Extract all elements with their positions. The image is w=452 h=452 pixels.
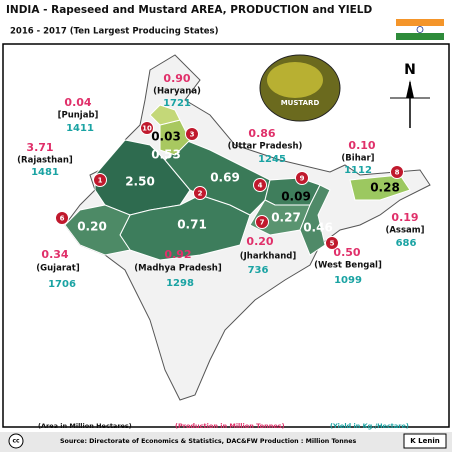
north-label: N xyxy=(404,62,416,78)
rank-label: 3 xyxy=(190,131,195,139)
state-name: [Punjab] xyxy=(58,111,99,121)
rank-badge xyxy=(390,165,404,179)
production-label: 3.71 xyxy=(26,141,53,154)
production-label: 0.50 xyxy=(333,246,360,259)
state-name: (Assam] xyxy=(385,226,424,236)
title: INDIA - Rapeseed and Mustard AREA, PRODU… xyxy=(6,4,372,16)
rank-badge xyxy=(55,211,69,225)
rank-label: 4 xyxy=(258,182,263,190)
footer-bar xyxy=(0,432,452,452)
rank-label: 9 xyxy=(300,175,305,183)
states xyxy=(64,104,411,261)
author-box xyxy=(403,433,447,449)
production-label: 0.10 xyxy=(348,139,375,152)
area-label: 2.50 xyxy=(125,175,155,189)
rank-badge xyxy=(185,127,199,141)
rank-label: 8 xyxy=(395,169,400,177)
area-label: 0.71 xyxy=(177,218,207,232)
yield-label: 1245 xyxy=(258,154,286,165)
state-name: (Madhya Pradesh] xyxy=(134,264,222,274)
license: cc xyxy=(12,438,20,445)
production-label: 0.04 xyxy=(64,96,91,109)
state-name: (Haryana) xyxy=(153,87,201,97)
state-name: (Gujarat] xyxy=(36,264,80,274)
yield-label: 736 xyxy=(248,265,269,276)
production-label: 0.19 xyxy=(391,211,418,224)
rank-badge xyxy=(255,215,269,229)
area-label: 0.27 xyxy=(271,211,301,225)
legend-yield: (Yield in Kg./Hectare) xyxy=(330,422,409,430)
rank-badge xyxy=(253,178,267,192)
area-label: 0.46 xyxy=(303,221,333,235)
production-label: 0.86 xyxy=(248,127,275,140)
compass xyxy=(390,80,430,128)
state-name: (Jharkhand] xyxy=(240,252,297,262)
state-name: (Rajasthan] xyxy=(17,156,73,166)
area-label: 0.69 xyxy=(210,171,240,185)
map-frame xyxy=(2,43,450,428)
rank-label: 2 xyxy=(198,190,203,198)
rank-label: 7 xyxy=(260,219,265,227)
subtitle: 2016 - 2017 (Ten Largest Producing State… xyxy=(10,27,219,37)
license-icon xyxy=(8,433,24,449)
mustard-flowers xyxy=(267,62,323,98)
yield-label: 1481 xyxy=(31,167,59,178)
rank-label: 10 xyxy=(142,125,152,133)
production-label: 0.90 xyxy=(163,72,190,85)
rank-badge xyxy=(140,121,154,135)
yield-label: 1112 xyxy=(344,165,372,176)
legend-production: (Production in Million Tonnes) xyxy=(175,422,285,430)
production-label: 0.92 xyxy=(164,248,191,261)
source: Source: Directorate of Economics & Stati… xyxy=(60,438,356,445)
state-name: (West Bengal] xyxy=(314,261,382,271)
area-label: 0.28 xyxy=(370,181,400,195)
rank-label: 1 xyxy=(98,177,103,185)
area-label: 0.03 xyxy=(151,130,181,144)
area-label: 0.53 xyxy=(151,148,181,162)
yield-label: 1706 xyxy=(48,279,76,290)
state-name: (Uttar Pradesh) xyxy=(228,142,303,152)
yield-label: 1411 xyxy=(66,123,94,134)
rank-badge xyxy=(295,171,309,185)
production-label: 0.34 xyxy=(41,248,68,261)
rank-label: 5 xyxy=(330,240,335,248)
area-label: 0.20 xyxy=(77,220,107,234)
yield-label: 1298 xyxy=(166,278,194,289)
yield-label: 1099 xyxy=(334,275,362,286)
rank-badge xyxy=(93,173,107,187)
rank-badge xyxy=(325,236,339,250)
rank-label: 6 xyxy=(60,215,65,223)
state-name: (Bihar] xyxy=(341,154,374,164)
flag xyxy=(396,19,444,40)
rank-badge xyxy=(193,186,207,200)
image-label: MUSTARD xyxy=(281,99,320,107)
author: K Lenin xyxy=(410,437,439,445)
legend-area: (Area in Million Hectares) xyxy=(38,422,132,430)
production-label: 0.20 xyxy=(246,235,273,248)
yield-label: 686 xyxy=(396,238,417,249)
area-label: 0.09 xyxy=(281,190,311,204)
india-outline xyxy=(64,54,431,401)
yield-label: 1721 xyxy=(163,98,191,109)
